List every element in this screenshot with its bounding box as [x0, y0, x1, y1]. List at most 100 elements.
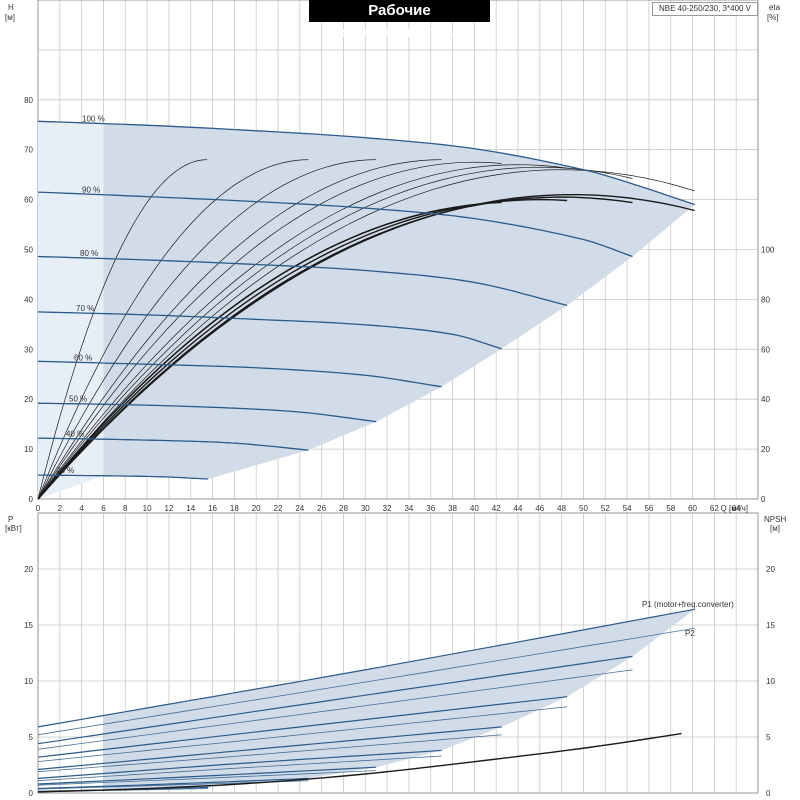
head-curve: [37, 474, 209, 480]
x-tick-label: 2: [58, 504, 63, 513]
head-curve: [37, 120, 695, 206]
x-tick-label: 14: [186, 504, 195, 513]
head-chart-panel: 100 %90 %80 %70 %60 %50 %40 %25 %0102030…: [5, 0, 781, 513]
y-tick-label: 70: [24, 146, 33, 155]
eta-curve: [37, 159, 442, 500]
speed-label: 90 %: [82, 186, 100, 195]
p1-curve: [37, 608, 695, 728]
p2-curve: [37, 669, 633, 750]
speed-label: 40 %: [66, 430, 84, 439]
eta-curve: [37, 166, 633, 500]
y-tick-label: 30: [24, 345, 33, 354]
p-tick-label: 10: [24, 677, 33, 686]
x-tick-label: 40: [470, 504, 479, 513]
speed-label: 60 %: [74, 354, 92, 363]
x-tick-label: 46: [535, 504, 544, 513]
p2-curve: [37, 770, 377, 786]
npsh-tick-label: 5: [766, 733, 771, 742]
p1-series-label: P1 (motor+freq.converter): [642, 600, 734, 609]
power-curves: P1 (motor+freq.converter) P2: [37, 600, 734, 793]
x-tick-label: 16: [208, 504, 217, 513]
eta-curve: [37, 161, 502, 500]
y-tick-label: 40: [24, 295, 33, 304]
x-tick-label: 32: [383, 504, 392, 513]
power-operating-area: [103, 609, 695, 791]
eta-curve: [37, 194, 695, 500]
power-chart-panel: P1 (motor+freq.converter)P20510152005101…: [5, 512, 786, 798]
eta-tick-label: 60: [761, 345, 770, 354]
eta-curve: [37, 159, 377, 500]
npsh-tick-label: 20: [766, 565, 775, 574]
head-curve: [37, 311, 502, 350]
y-tick-label: 60: [24, 196, 33, 205]
y-tick-label: 0: [29, 495, 34, 504]
npsh-tick-label: 15: [766, 621, 775, 630]
p1-curve: [37, 766, 377, 785]
eta-tick-label: 80: [761, 295, 770, 304]
y-tick-label: 50: [24, 246, 33, 255]
x-tick-label: 24: [295, 504, 304, 513]
pump-model-label: NBE 40-250/230, 3*400 V: [652, 2, 758, 16]
x-tick-label: 54: [623, 504, 632, 513]
x-tick-label: 50: [579, 504, 588, 513]
p1-curve: [37, 655, 633, 745]
head-curve: [37, 191, 633, 258]
x-tick-label: 4: [79, 504, 84, 513]
p2-curve: [37, 755, 442, 782]
operating-area: [103, 123, 695, 479]
x-tick-label: 38: [448, 504, 457, 513]
x-tick-label: 0: [36, 504, 41, 513]
x-tick-label: 44: [514, 504, 523, 513]
x-tick-label: 60: [688, 504, 697, 513]
npsh-axis-unit: [м]: [770, 524, 780, 533]
npsh-curve: [37, 732, 682, 793]
x-tick-label: 36: [426, 504, 435, 513]
power-axes: 0 5 10 15 20 0 5 10 15 20 P[кВт] NPSH[м]: [5, 515, 786, 798]
head-axes: 0 10 20 30 40 50 60 70 80 0 20 40 60 80 100 H[м] eta[%] 0…: [5, 3, 781, 513]
y-tick-label: 80: [24, 96, 33, 105]
x-tick-label: 48: [557, 504, 566, 513]
eta-curve: [37, 164, 568, 500]
p2-curve: [37, 706, 568, 762]
x-tick-label: 42: [492, 504, 501, 513]
y-axis-label: H: [8, 3, 14, 12]
p-tick-label: 5: [29, 733, 34, 742]
eta-curve: [37, 159, 208, 500]
x-tick-label: 52: [601, 504, 610, 513]
head-curve: [37, 255, 568, 307]
eta-tick-label: 20: [761, 445, 770, 454]
head-curves: 100 % 90 % 80 % 70 % 60 % 50 % 40 % 25 %: [37, 114, 695, 480]
p1-curve: [37, 749, 442, 779]
speed-label: 50 %: [69, 395, 87, 404]
p-axis-label: P: [8, 515, 13, 524]
eta-axis-label: eta: [769, 3, 781, 12]
p1-curve: [37, 696, 568, 758]
y-tick-label: 10: [24, 445, 33, 454]
eta-curve: [37, 208, 442, 500]
x-tick-label: 56: [644, 504, 653, 513]
x-tick-label: 26: [317, 504, 326, 513]
npsh-axis-label: NPSH: [764, 515, 786, 524]
y-tick-label: 20: [24, 395, 33, 404]
x-tick-label: 64: [732, 504, 741, 513]
p2-curve: [37, 628, 695, 736]
x-tick-label: 10: [143, 504, 152, 513]
plot-frame: [37, 512, 759, 794]
speed-label: 80 %: [80, 249, 98, 258]
x-tick-label: 12: [164, 504, 173, 513]
p1-curve: [37, 726, 502, 771]
npsh-tick-label: 10: [766, 677, 775, 686]
p2-series-label: P2: [685, 629, 695, 638]
x-tick-label: 18: [230, 504, 239, 513]
head-curve: [37, 360, 442, 388]
x-tick-label: 8: [123, 504, 128, 513]
x-tick-label: 20: [252, 504, 261, 513]
x-tick-label: 58: [666, 504, 675, 513]
x-tick-label: 30: [361, 504, 370, 513]
head-curve: [37, 437, 309, 451]
p-tick-label: 0: [29, 789, 34, 798]
p-tick-label: 20: [24, 565, 33, 574]
eta-curve: [37, 196, 633, 500]
x-tick-label: 34: [404, 504, 413, 513]
